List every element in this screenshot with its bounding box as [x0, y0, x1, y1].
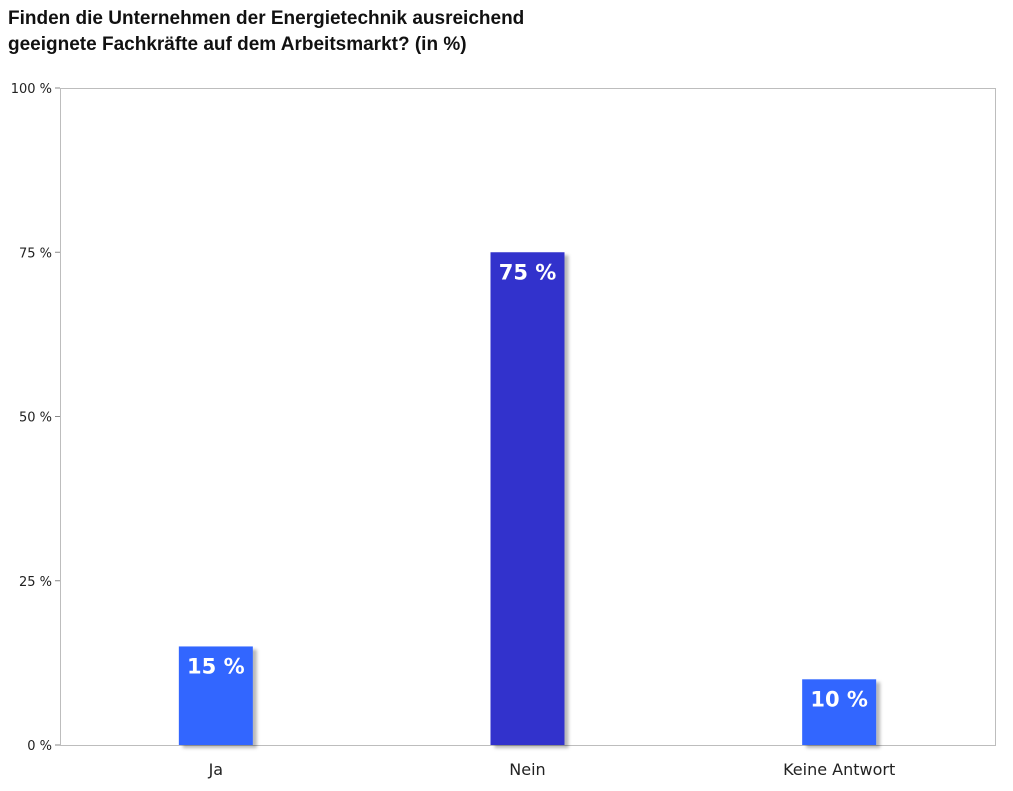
chart-title: Finden die Unternehmen der Energietechni…	[8, 6, 768, 58]
x-category-label: Keine Antwort	[783, 760, 895, 779]
chart-title-line-2: geeignete Fachkräfte auf dem Arbeitsmark…	[8, 34, 467, 55]
y-tick-label: 25 %	[19, 575, 52, 590]
y-tick-label: 75 %	[19, 246, 52, 261]
y-tick-label: 0 %	[27, 739, 52, 754]
bar	[490, 252, 565, 745]
bar-data-label: 10 %	[810, 687, 868, 711]
x-axis: Ja Nein Keine Antwort	[208, 760, 896, 779]
bar	[178, 646, 253, 745]
bars: 15 % 75 % 10 %	[178, 252, 877, 745]
chart-title-line-1: Finden die Unternehmen der Energietechni…	[8, 8, 525, 29]
y-tick-label: 50 %	[19, 411, 52, 426]
x-category-label: Ja	[208, 760, 224, 779]
bar-data-label: 15 %	[187, 654, 245, 678]
x-category-label: Nein	[509, 760, 545, 779]
y-axis: 0 % 25 % 50 % 75 % 100 %	[11, 82, 60, 754]
bar-data-label: 75 %	[499, 260, 557, 284]
bar	[802, 679, 877, 745]
y-tick-label: 100 %	[11, 82, 52, 97]
